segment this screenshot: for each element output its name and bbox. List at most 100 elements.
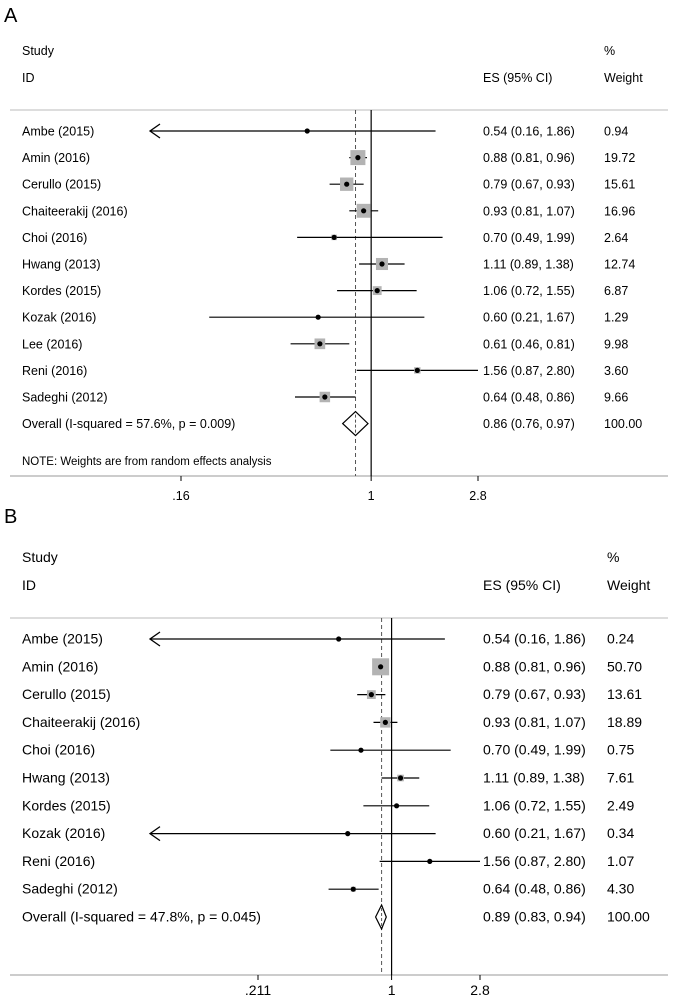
study-weight: 4.30	[607, 881, 634, 897]
header-es-ci: ES (95% CI)	[483, 71, 552, 85]
study-row: Cerullo (2015) 0.79 (0.67, 0.93) 13.61	[22, 686, 642, 702]
point-estimate	[368, 692, 374, 698]
study-weight: 0.75	[607, 742, 634, 758]
study-row: Ambe (2015) 0.54 (0.16, 1.86) 0.24	[22, 631, 634, 647]
point-estimate	[336, 636, 342, 642]
study-name: Cerullo (2015)	[22, 686, 111, 702]
point-estimate	[397, 775, 404, 781]
study-row: Kozak (2016) 0.60 (0.21, 1.67) 1.29	[22, 311, 628, 325]
study-weight: 16.96	[604, 204, 635, 218]
ci-arrow-left	[148, 826, 161, 842]
study-name: Kordes (2015)	[22, 284, 101, 298]
overall-label: Overall (I-squared = 57.6%, p = 0.009)	[22, 417, 235, 431]
x-tick-label-1: 1	[368, 489, 375, 503]
study-weight: 12.74	[604, 258, 635, 272]
study-name: Hwang (2013)	[22, 258, 101, 272]
overall-row: Overall (I-squared = 57.6%, p = 0.009) 0.…	[22, 410, 642, 437]
forest-panel-a: A Study ID ES (95% CI)% Weight .16 1 2.8 Ambe (2…	[4, 5, 668, 503]
study-row: Reni (2016) 1.56 (0.87, 2.80) 1.07	[22, 853, 634, 869]
header-id: ID	[22, 577, 36, 593]
point-estimate	[374, 288, 380, 294]
study-row: Reni (2016) 1.56 (0.87, 2.80) 3.60	[22, 364, 628, 378]
study-name: Ambe (2015)	[22, 631, 103, 647]
study-es-ci: 0.79 (0.67, 0.93)	[483, 178, 575, 192]
study-es-ci: 0.60 (0.21, 1.67)	[483, 311, 575, 325]
point-estimate	[355, 155, 361, 161]
study-es-ci: 1.56 (0.87, 2.80)	[483, 364, 575, 378]
x-tick-label-0: .16	[172, 489, 189, 503]
study-name: Reni (2016)	[22, 853, 95, 869]
study-name: Chaiteerakij (2016)	[22, 714, 140, 730]
overall-weight: 100.00	[604, 417, 642, 431]
study-weight: 6.87	[604, 284, 628, 298]
point-estimate	[350, 886, 356, 892]
study-weight: 7.61	[607, 770, 634, 786]
study-row: Sadeghi (2012) 0.64 (0.48, 0.86) 9.66	[22, 391, 628, 405]
point-estimate	[304, 128, 310, 134]
study-weight: 18.89	[607, 714, 642, 730]
study-weight: 0.24	[607, 631, 634, 647]
point-estimate	[382, 719, 388, 726]
point-estimate	[361, 208, 367, 214]
x-tick-label-2: 2.8	[470, 982, 490, 998]
study-es-ci: 0.79 (0.67, 0.93)	[483, 686, 586, 702]
study-row: Chaiteerakij (2016) 0.93 (0.81, 1.07) 18.8…	[22, 714, 642, 730]
study-name: Amin (2016)	[22, 151, 90, 165]
study-name: Hwang (2013)	[22, 770, 110, 786]
study-row: Amin (2016) 0.88 (0.81, 0.96) 50.70	[22, 658, 642, 676]
study-es-ci: 1.06 (0.72, 1.55)	[483, 797, 586, 813]
study-es-ci: 0.54 (0.16, 1.86)	[483, 631, 586, 647]
study-row: Hwang (2013) 1.11 (0.89, 1.38) 12.74	[22, 258, 635, 272]
study-row: Cerullo (2015) 0.79 (0.67, 0.93) 15.61	[22, 177, 635, 192]
ci-arrow-left	[148, 123, 161, 139]
study-weight: 3.60	[604, 364, 628, 378]
study-es-ci: 0.70 (0.49, 1.99)	[483, 742, 586, 758]
study-es-ci: 1.06 (0.72, 1.55)	[483, 284, 575, 298]
point-estimate	[427, 858, 433, 865]
point-estimate	[315, 314, 321, 320]
study-es-ci: 0.64 (0.48, 0.86)	[483, 881, 586, 897]
point-estimate	[322, 394, 328, 400]
study-row: Chaiteerakij (2016) 0.93 (0.81, 1.07) 16.9…	[22, 203, 635, 218]
header-percent: %	[607, 549, 619, 565]
point-estimate	[317, 341, 323, 347]
study-name: Kordes (2015)	[22, 797, 111, 813]
study-es-ci: 0.88 (0.81, 0.96)	[483, 658, 586, 674]
study-row: Hwang (2013) 1.11 (0.89, 1.38) 7.61	[22, 770, 634, 786]
study-row: Choi (2016) 0.70 (0.49, 1.99) 2.64	[22, 231, 628, 245]
study-name: Kozak (2016)	[22, 825, 105, 841]
point-estimate	[379, 261, 385, 267]
x-tick-label-0: .211	[245, 982, 271, 998]
study-weight: 1.07	[607, 853, 634, 869]
point-estimate	[378, 664, 384, 670]
study-es-ci: 0.93 (0.81, 1.07)	[483, 714, 586, 730]
study-row: Amin (2016) 0.88 (0.81, 0.96) 19.72	[22, 150, 635, 166]
study-name: Choi (2016)	[22, 231, 87, 245]
overall-diamond	[374, 903, 387, 931]
point-estimate	[344, 181, 350, 187]
study-weight: 1.29	[604, 311, 628, 325]
x-tick-label-1: 1	[388, 982, 396, 998]
study-name: Choi (2016)	[22, 742, 95, 758]
study-es-ci: 1.56 (0.87, 2.80)	[483, 853, 586, 869]
header-study: Study	[22, 44, 55, 58]
study-weight: 0.94	[604, 125, 628, 139]
ci-arrow-left	[148, 631, 161, 647]
point-estimate	[345, 831, 351, 837]
x-tick-label-2: 2.8	[469, 489, 486, 503]
study-es-ci: 1.11 (0.89, 1.38)	[483, 258, 574, 272]
study-name: Sadeghi (2012)	[22, 391, 107, 405]
overall-label: Overall (I-squared = 47.8%, p = 0.045)	[22, 909, 261, 925]
study-row: Sadeghi (2012) 0.64 (0.48, 0.86) 4.30	[22, 881, 634, 897]
study-weight: 2.64	[604, 231, 628, 245]
study-row: Kozak (2016) 0.60 (0.21, 1.67) 0.34	[22, 825, 634, 842]
study-weight: 9.66	[604, 391, 628, 405]
study-weight: 0.34	[607, 825, 634, 841]
header-id: ID	[22, 71, 35, 85]
study-es-ci: 0.70 (0.49, 1.99)	[483, 231, 575, 245]
overall-weight: 100.00	[607, 909, 650, 925]
study-weight: 9.98	[604, 337, 628, 351]
overall-diamond	[341, 410, 369, 437]
study-name: Reni (2016)	[22, 364, 87, 378]
